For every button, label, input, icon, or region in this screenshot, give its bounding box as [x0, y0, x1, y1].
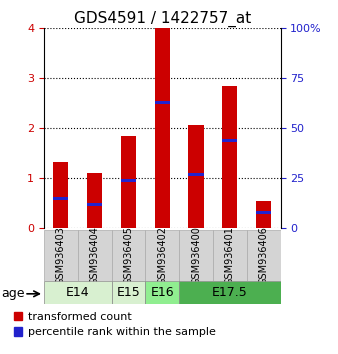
Text: GSM936402: GSM936402 [157, 226, 167, 285]
Bar [188, 125, 203, 228]
Bar [44, 281, 112, 304]
Bar [145, 281, 179, 304]
Bar [121, 136, 136, 228]
Text: GSM936405: GSM936405 [123, 226, 134, 285]
Bar [145, 230, 179, 281]
Bar [247, 230, 281, 281]
Bar [87, 202, 102, 206]
Text: GSM936403: GSM936403 [56, 226, 66, 285]
Bar [121, 178, 136, 182]
Text: GSM936400: GSM936400 [191, 226, 201, 285]
Bar [179, 281, 281, 304]
Bar [188, 173, 203, 176]
Bar [213, 230, 247, 281]
Text: E16: E16 [150, 286, 174, 299]
Text: E17.5: E17.5 [212, 286, 248, 299]
Bar [154, 28, 170, 228]
Bar [112, 281, 145, 304]
Bar [53, 196, 68, 200]
Bar [53, 162, 68, 228]
Bar [78, 230, 112, 281]
Bar [222, 86, 237, 228]
Text: age: age [2, 287, 25, 299]
Text: GSM936404: GSM936404 [90, 226, 100, 285]
Bar [256, 211, 271, 214]
Bar [44, 230, 78, 281]
Bar [222, 138, 237, 142]
Text: GSM936406: GSM936406 [259, 226, 269, 285]
Title: GDS4591 / 1422757_at: GDS4591 / 1422757_at [74, 11, 251, 27]
Bar [87, 173, 102, 228]
Bar [154, 101, 170, 104]
Bar [179, 230, 213, 281]
Text: E14: E14 [66, 286, 90, 299]
Bar [256, 201, 271, 228]
Text: E15: E15 [117, 286, 140, 299]
Legend: transformed count, percentile rank within the sample: transformed count, percentile rank withi… [14, 312, 216, 337]
Text: GSM936401: GSM936401 [225, 226, 235, 285]
Bar [112, 230, 145, 281]
